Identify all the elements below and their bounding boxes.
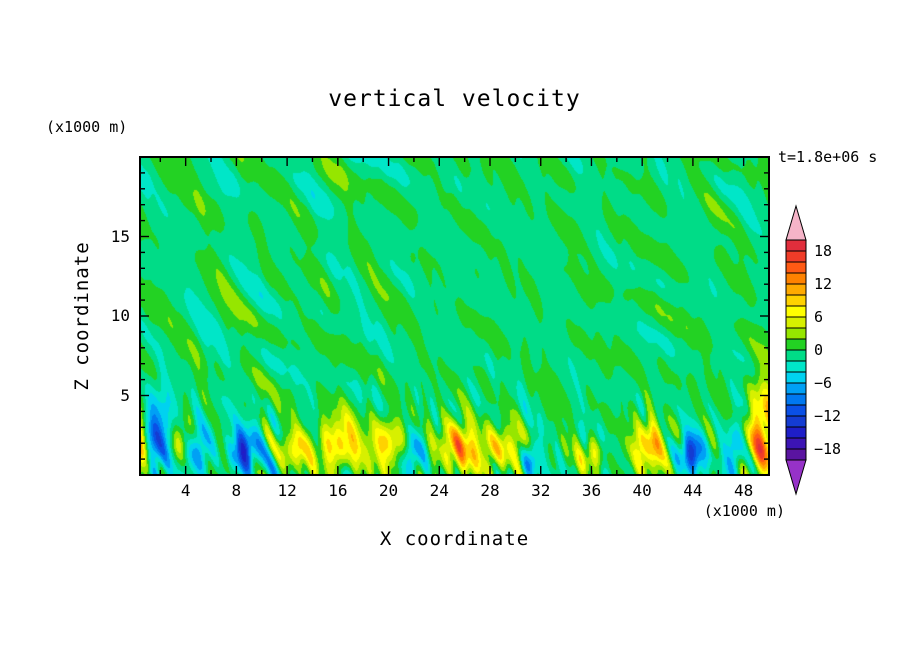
- colorbar-segment: [785, 371, 807, 384]
- time-annotation: t=1.8e+06 s: [778, 148, 878, 166]
- colorbar-segment: [785, 393, 807, 406]
- x-axis-title: X coordinate: [379, 528, 530, 550]
- colorbar-segment: [785, 404, 807, 417]
- contour-field-canvas: [140, 157, 769, 475]
- colorbar-segment: [785, 294, 807, 307]
- colorbar-label: −12: [814, 407, 842, 425]
- colorbar-segment: [785, 261, 807, 274]
- x-tick-label: 36: [581, 481, 602, 500]
- colorbar-segment: [785, 360, 807, 373]
- colorbar-label: 12: [814, 275, 833, 293]
- x-tick-label: 16: [328, 481, 348, 500]
- x-tick-label: 40: [632, 481, 652, 500]
- x-axis-unit-label: (x1000 m): [703, 502, 785, 520]
- x-tick-label: 8: [231, 481, 242, 500]
- colorbar-arrow-low: [785, 459, 807, 496]
- colorbar-label: 6: [814, 308, 824, 326]
- colorbar-segment: [785, 349, 807, 362]
- colorbar-segment: [785, 305, 807, 318]
- colorbar-arrow-high: [785, 204, 807, 241]
- x-tick-label: 20: [378, 481, 399, 500]
- x-tick-label: 12: [277, 481, 297, 500]
- colorbar-segment: [785, 316, 807, 329]
- colorbar-segment: [785, 426, 807, 439]
- x-tick-label: 4: [180, 481, 191, 500]
- colorbar-segment: [785, 283, 807, 296]
- colorbar-segment: [785, 338, 807, 351]
- colorbar-segment: [785, 382, 807, 395]
- y-tick-label: 15: [110, 226, 130, 246]
- plot-title: vertical velocity: [328, 86, 581, 112]
- colorbar-segment: [785, 415, 807, 428]
- colorbar-label: −18: [814, 440, 842, 458]
- colorbar-label: 0: [814, 341, 824, 359]
- x-tick-label: 28: [480, 481, 500, 500]
- x-tick-label: 32: [531, 481, 551, 500]
- y-axis-unit-label: (x1000 m): [46, 118, 128, 136]
- colorbar-segment: [785, 448, 807, 461]
- colorbar-label: −6: [814, 374, 833, 392]
- colorbar-segment: [785, 272, 807, 285]
- x-tick-label: 44: [683, 481, 703, 500]
- colorbar-segment: [785, 239, 807, 252]
- y-tick-label: 10: [110, 306, 130, 325]
- x-tick-label: 48: [733, 481, 754, 500]
- colorbar-label: 18: [814, 242, 833, 260]
- colorbar-segment: [785, 250, 807, 263]
- colorbar-segment: [785, 437, 807, 450]
- colorbar-segment: [785, 327, 807, 340]
- y-tick-label: 5: [120, 385, 130, 405]
- x-tick-label: 24: [429, 481, 449, 500]
- y-axis-title: Z coordinate: [71, 241, 93, 391]
